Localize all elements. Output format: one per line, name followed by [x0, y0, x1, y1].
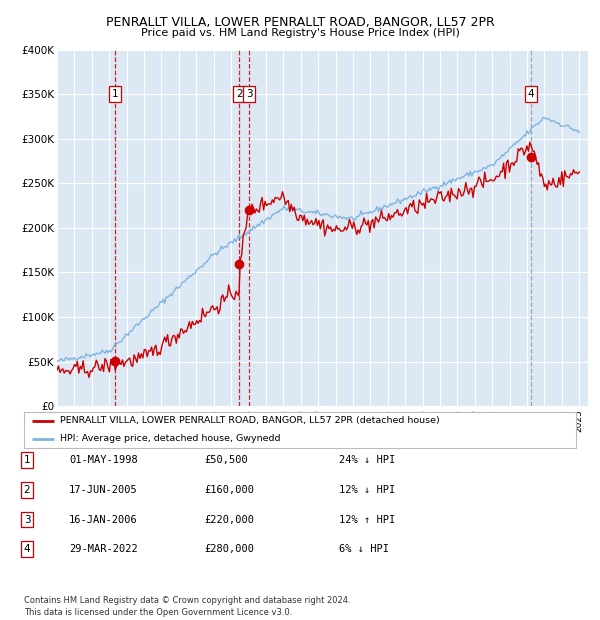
Text: 1: 1 [112, 89, 118, 99]
Text: HPI: Average price, detached house, Gwynedd: HPI: Average price, detached house, Gwyn… [60, 434, 280, 443]
Text: 2: 2 [23, 485, 31, 495]
Text: 3: 3 [246, 89, 253, 99]
Text: PENRALLT VILLA, LOWER PENRALLT ROAD, BANGOR, LL57 2PR (detached house): PENRALLT VILLA, LOWER PENRALLT ROAD, BAN… [60, 416, 440, 425]
Text: Price paid vs. HM Land Registry's House Price Index (HPI): Price paid vs. HM Land Registry's House … [140, 28, 460, 38]
Text: £280,000: £280,000 [204, 544, 254, 554]
Text: 4: 4 [23, 544, 31, 554]
Text: 1: 1 [23, 455, 31, 465]
Text: 16-JAN-2006: 16-JAN-2006 [69, 515, 138, 525]
Text: 24% ↓ HPI: 24% ↓ HPI [339, 455, 395, 465]
Text: 12% ↓ HPI: 12% ↓ HPI [339, 485, 395, 495]
Text: £220,000: £220,000 [204, 515, 254, 525]
Text: 4: 4 [528, 89, 535, 99]
Text: 17-JUN-2005: 17-JUN-2005 [69, 485, 138, 495]
Text: £50,500: £50,500 [204, 455, 248, 465]
Text: 01-MAY-1998: 01-MAY-1998 [69, 455, 138, 465]
Text: 2: 2 [236, 89, 242, 99]
Text: Contains HM Land Registry data © Crown copyright and database right 2024.
This d: Contains HM Land Registry data © Crown c… [24, 596, 350, 617]
Text: PENRALLT VILLA, LOWER PENRALLT ROAD, BANGOR, LL57 2PR: PENRALLT VILLA, LOWER PENRALLT ROAD, BAN… [106, 16, 494, 29]
Text: 12% ↑ HPI: 12% ↑ HPI [339, 515, 395, 525]
Text: 6% ↓ HPI: 6% ↓ HPI [339, 544, 389, 554]
Text: 29-MAR-2022: 29-MAR-2022 [69, 544, 138, 554]
Text: £160,000: £160,000 [204, 485, 254, 495]
Text: 3: 3 [23, 515, 31, 525]
